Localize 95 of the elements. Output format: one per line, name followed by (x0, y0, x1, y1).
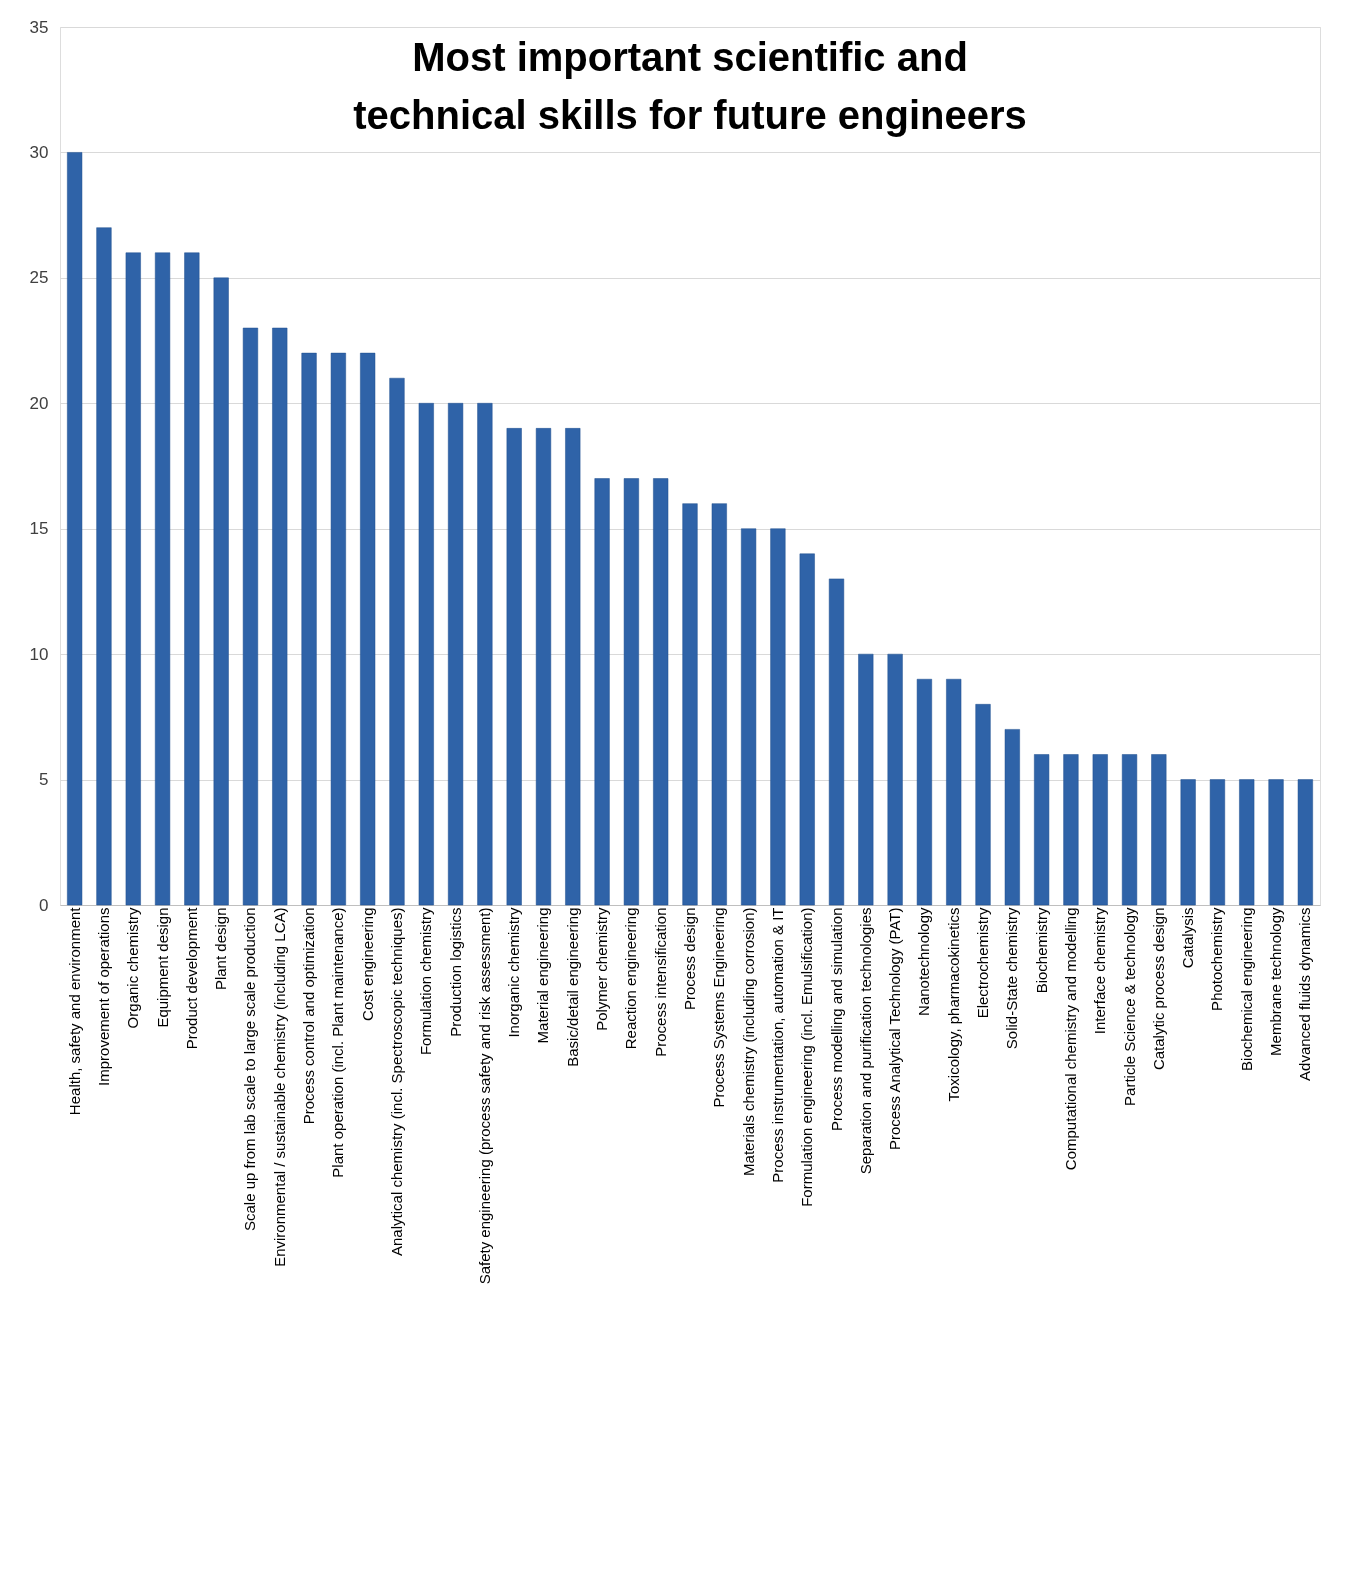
bar (96, 227, 112, 906)
x-tick-label: Photochemistry (1208, 907, 1226, 1011)
x-tick-label: Material engineering (534, 907, 552, 1044)
x-tick-label: Solid-State chemistry (1003, 907, 1021, 1050)
bar (330, 352, 346, 906)
x-tick-label: Separation and purification technologies (856, 907, 874, 1175)
y-tick-label: 15 (29, 519, 49, 539)
bar (1121, 754, 1138, 906)
bar (1092, 754, 1108, 906)
bar (506, 428, 522, 906)
x-tick-label: Environmental / sustainable chemistry (including LCA) (270, 907, 288, 1267)
bar (477, 403, 493, 906)
x-tick-label: Process modelling and simulation (827, 907, 845, 1131)
x-tick-label: Process Analytical Technology (PAT) (886, 907, 904, 1151)
x-tick-label: Reaction engineering (622, 907, 640, 1050)
x-tick-label: Production logistics (446, 907, 464, 1037)
y-tick-label: 25 (29, 268, 49, 288)
bar (125, 252, 141, 906)
x-tick-label: Health, safety and environment (65, 906, 83, 1116)
x-tick-label: Materials chemistry (including corrosion) (739, 907, 757, 1176)
bar (887, 653, 903, 906)
bar (154, 252, 171, 906)
x-tick-label: Plant design (212, 907, 230, 991)
x-tick-label: Scale up from lab scale to large scale production (241, 907, 259, 1232)
y-tick-label: 5 (39, 770, 49, 790)
x-tick-label: Electrochemistry (974, 907, 992, 1019)
bar (184, 252, 200, 906)
x-tick-label: Nanotechnology (915, 907, 933, 1016)
x-tick-label: Formulation engineering (incl. Emulsification) (798, 907, 816, 1207)
bar (272, 327, 288, 906)
bar (741, 528, 757, 906)
bar (1268, 779, 1284, 906)
x-tick-label: Process control and optimization (300, 907, 318, 1125)
bar (535, 428, 552, 906)
x-tick-label: Safety engineering (process safety and risk assessment) (475, 907, 493, 1285)
x-tick-label: Organic chemistry (124, 907, 142, 1029)
x-tick-label: Catalytic process design (1149, 907, 1167, 1071)
x-tick-label: Equipment design (153, 907, 171, 1028)
x-tick-label: Biochemical engineering (1237, 907, 1255, 1071)
bar (67, 152, 83, 906)
bar (448, 403, 464, 906)
x-tick-label: Process design (681, 907, 698, 1011)
bar (1151, 754, 1167, 906)
y-tick-label: 10 (29, 644, 49, 664)
bar (653, 478, 669, 906)
bar (1004, 729, 1020, 906)
bar (1063, 754, 1079, 906)
y-tick-label: 20 (29, 393, 49, 413)
bar (418, 403, 434, 906)
x-tick-label: Interface chemistry (1091, 907, 1109, 1035)
x-tick-label: Process intensification (651, 907, 669, 1057)
text: Most important scientific and technical skills for future engineers (353, 35, 1027, 137)
bar (1034, 754, 1050, 906)
bar (565, 428, 581, 906)
x-tick-label: Plant operation (incl. Plant maintenance) (329, 907, 347, 1178)
bar (623, 478, 639, 906)
bar (858, 653, 874, 906)
x-tick-label: Formulation chemistry (417, 907, 435, 1056)
x-tick-label: Inorganic chemistry (505, 907, 523, 1038)
bar (360, 352, 376, 906)
bar (301, 352, 317, 906)
bar (828, 578, 845, 906)
x-tick-label: Improvement of operations (94, 907, 112, 1086)
x-tick-label: Biochemistry (1032, 907, 1050, 994)
x-tick-label: Analytical chemistry (incl. Spectroscopic techniques) (387, 907, 405, 1256)
x-tick-label: Catalysis (1179, 907, 1197, 969)
bar (799, 553, 815, 906)
x-tick-label: Cost engineering (358, 907, 376, 1021)
bar (682, 503, 698, 906)
x-tick-label: Particle Science & technology (1120, 907, 1138, 1106)
x-tick-label: Product development (182, 906, 200, 1050)
bar (711, 503, 727, 906)
bar (213, 277, 229, 906)
x-tick-label: Membrane technology (1267, 907, 1285, 1056)
bar (242, 327, 259, 906)
x-tick-label: Computational chemistry and modelling (1061, 907, 1079, 1171)
bar (389, 377, 405, 906)
bar (1209, 779, 1226, 906)
y-tick-label: 35 (29, 17, 49, 37)
bar (770, 528, 786, 906)
y-tick-label: 30 (29, 142, 49, 162)
x-tick-label: Process Systems Engineering (710, 907, 728, 1108)
x-tick-label: Polymer chemistry (593, 907, 611, 1031)
x-tick-label: Process instrumentation, automation & IT (768, 907, 786, 1183)
bar (975, 704, 991, 906)
bar (946, 678, 962, 906)
bar (1297, 779, 1313, 906)
bar (594, 478, 610, 906)
x-tick-label: Basic/detail engineering (563, 907, 581, 1067)
bar (1180, 779, 1196, 906)
bar (916, 678, 932, 906)
bar (1239, 779, 1255, 906)
x-tick-label: Toxicology, pharmacokinetics (944, 907, 962, 1102)
y-tick-label: 0 (39, 895, 49, 915)
x-tick-label: Advanced fluids dynamics (1296, 907, 1314, 1081)
